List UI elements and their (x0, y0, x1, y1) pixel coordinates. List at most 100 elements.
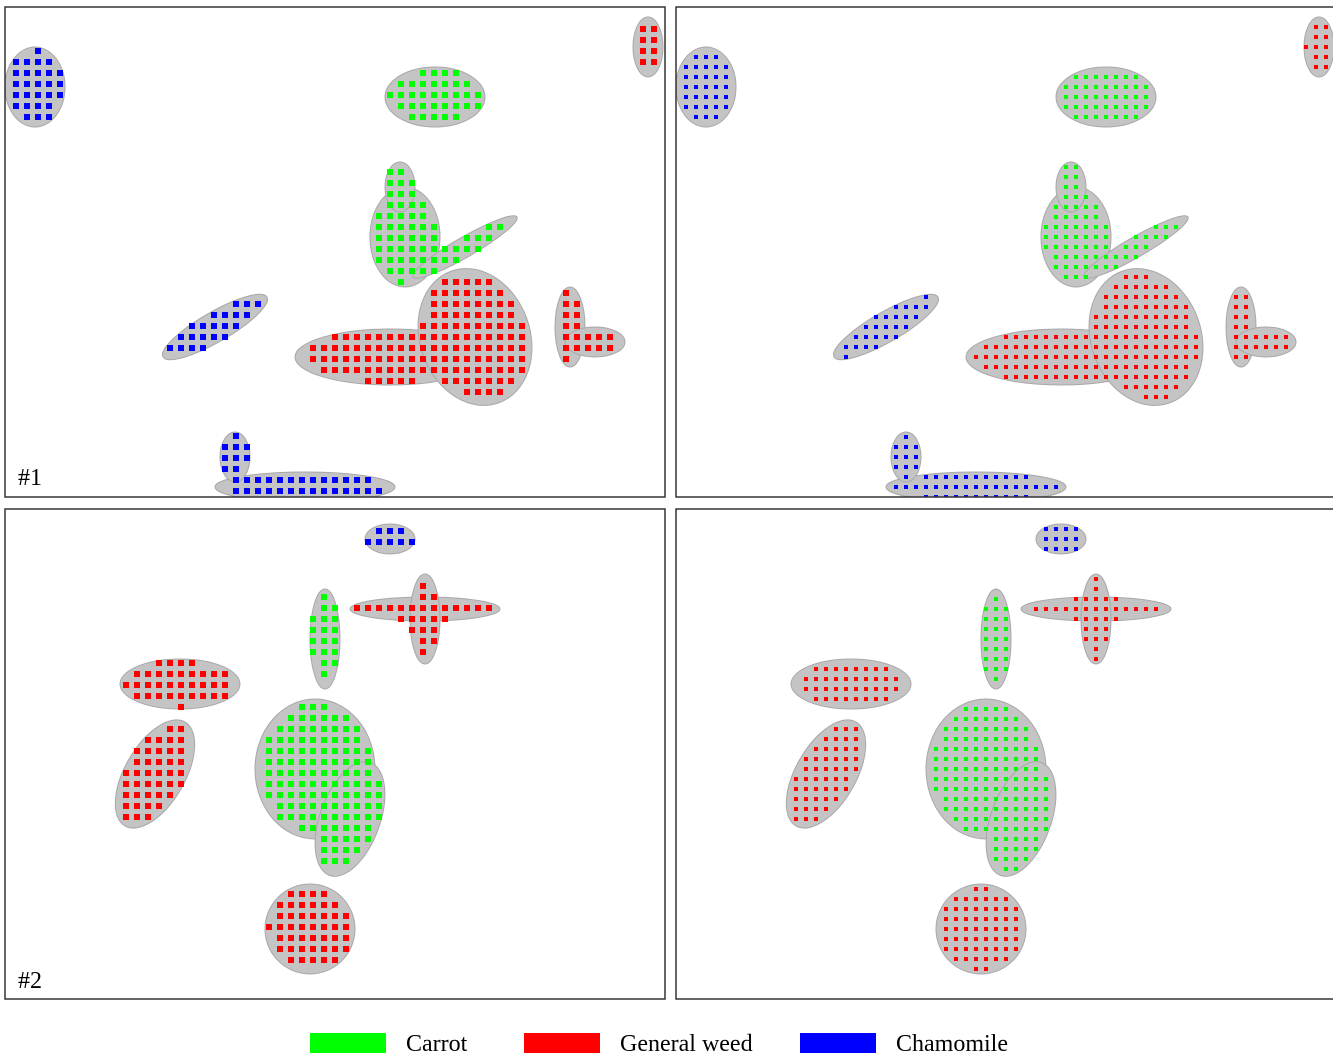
class-dot (321, 704, 327, 710)
class-dot (684, 105, 688, 109)
class-dot (1124, 245, 1128, 249)
class-dot (343, 792, 349, 798)
class-dot (1124, 345, 1128, 349)
class-dot (244, 455, 250, 461)
class-dot (222, 455, 228, 461)
class-dot (1324, 25, 1328, 29)
class-dot (277, 488, 283, 494)
class-dot (354, 792, 360, 798)
class-dot (178, 704, 184, 710)
class-dot (299, 946, 305, 952)
class-dot (321, 367, 327, 373)
class-dot (387, 202, 393, 208)
class-dot (1024, 837, 1028, 841)
class-dot (365, 488, 371, 494)
class-dot (453, 301, 459, 307)
class-dot (189, 671, 195, 677)
class-dot (1114, 597, 1118, 601)
class-dot (343, 726, 349, 732)
class-dot (299, 748, 305, 754)
class-dot (288, 759, 294, 765)
class-dot (924, 485, 928, 489)
class-dot (508, 312, 514, 318)
plant-blob (1036, 524, 1086, 554)
class-dot (409, 539, 415, 545)
class-dot (420, 268, 426, 274)
figure: #1 #2 CarrotGeneral weedChamomile (0, 0, 1333, 1055)
class-dot (1194, 345, 1198, 349)
class-dot (714, 75, 718, 79)
class-dot (904, 465, 908, 469)
class-dot (794, 807, 798, 811)
class-dot (974, 937, 978, 941)
class-dot (724, 95, 728, 99)
class-dot (277, 902, 283, 908)
class-dot (189, 323, 195, 329)
class-dot (420, 594, 426, 600)
class-dot (934, 777, 938, 781)
class-dot (1014, 717, 1018, 721)
class-dot (694, 115, 698, 119)
class-dot (1074, 175, 1078, 179)
class-dot (420, 70, 426, 76)
class-dot (354, 477, 360, 483)
class-dot (332, 616, 338, 622)
class-dot (409, 616, 415, 622)
class-dot (486, 279, 492, 285)
class-dot (714, 55, 718, 59)
class-dot (1124, 365, 1128, 369)
class-dot (387, 268, 393, 274)
class-dot (1124, 295, 1128, 299)
class-dot (24, 70, 30, 76)
class-dot (398, 180, 404, 186)
class-dot (519, 345, 525, 351)
class-dot (167, 726, 173, 732)
class-dot (1094, 637, 1098, 641)
class-dot (1114, 255, 1118, 259)
class-dot (442, 616, 448, 622)
class-dot (984, 807, 988, 811)
class-dot (475, 378, 481, 384)
class-dot (984, 475, 988, 479)
class-dot (1074, 85, 1078, 89)
class-dot (1174, 315, 1178, 319)
class-dot (387, 367, 393, 373)
class-dot (332, 770, 338, 776)
class-dot (431, 627, 437, 633)
class-dot (1074, 235, 1078, 239)
class-dot (994, 727, 998, 731)
class-dot (453, 378, 459, 384)
class-dot (156, 737, 162, 743)
class-dot (944, 937, 948, 941)
class-dot (1124, 115, 1128, 119)
class-dot (1114, 105, 1118, 109)
class-dot (508, 378, 514, 384)
class-dot (1124, 75, 1128, 79)
class-dot (1084, 637, 1088, 641)
class-dot (1084, 355, 1088, 359)
class-dot (442, 103, 448, 109)
class-dot (1074, 335, 1078, 339)
class-dot (1154, 225, 1158, 229)
class-dot (387, 235, 393, 241)
class-dot (1134, 305, 1138, 309)
class-dot (431, 616, 437, 622)
class-dot (332, 858, 338, 864)
class-dot (704, 55, 708, 59)
class-dot (288, 726, 294, 732)
class-dot (984, 957, 988, 961)
class-dot (1174, 295, 1178, 299)
class-dot (299, 715, 305, 721)
class-dot (321, 671, 327, 677)
class-dot (894, 315, 898, 319)
class-dot (884, 687, 888, 691)
class-dot (310, 627, 316, 633)
class-dot (994, 667, 998, 671)
class-dot (288, 946, 294, 952)
class-dot (1034, 607, 1038, 611)
class-dot (1074, 95, 1078, 99)
class-dot (321, 715, 327, 721)
class-dot (1184, 355, 1188, 359)
class-dot (46, 59, 52, 65)
class-dot (376, 367, 382, 373)
